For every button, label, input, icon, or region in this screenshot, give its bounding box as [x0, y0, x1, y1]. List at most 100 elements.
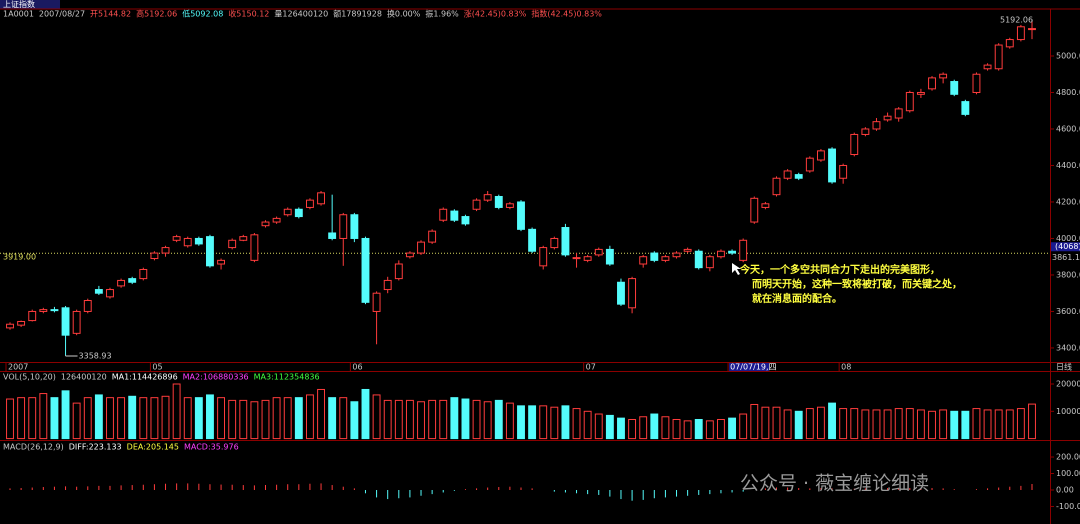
candle-body	[517, 201, 525, 230]
candle-body	[894, 108, 903, 119]
price-box	[1051, 242, 1080, 252]
header-item: 换0.00%	[387, 9, 421, 19]
header-item: 收5150.12	[228, 9, 269, 19]
candle-body	[39, 309, 48, 312]
header-item: MA2:106880336	[183, 373, 249, 382]
candle-body	[617, 281, 625, 305]
candle-body	[472, 199, 481, 210]
candle-body	[928, 77, 936, 90]
candle-body	[72, 310, 81, 334]
candle-body	[194, 237, 203, 245]
candle-body	[6, 323, 14, 329]
header-item: 指数(42.45)0.83%	[531, 9, 602, 19]
candle-body	[750, 197, 759, 223]
volume-bar	[950, 410, 959, 440]
candle-body	[816, 150, 825, 161]
candle-body	[1005, 39, 1014, 48]
volume-bar	[761, 406, 770, 440]
volume-bar	[828, 402, 836, 440]
tick-label: 100000	[1056, 407, 1080, 416]
volume-bar	[139, 397, 148, 440]
volume-bar	[50, 397, 59, 440]
candle-body	[539, 247, 548, 267]
candle-body	[161, 247, 170, 254]
date-label: 05	[152, 363, 162, 372]
candle-body	[439, 208, 448, 221]
candle-body	[961, 101, 970, 115]
candle-body	[83, 300, 92, 312]
volume-bar	[83, 397, 92, 440]
header-item: DIFF:223.133	[69, 443, 122, 452]
volume-bar	[305, 394, 314, 440]
volume-bar	[894, 408, 903, 440]
volume-bar	[605, 414, 614, 440]
candle-body	[839, 164, 848, 179]
volume-bar	[294, 397, 303, 440]
volume-bar	[539, 405, 548, 440]
tick-label: 200.00	[1056, 453, 1080, 462]
candle-body	[550, 237, 559, 249]
header-item: DEA:205.145	[127, 443, 179, 452]
candle-body	[728, 250, 737, 254]
candle-body	[294, 208, 303, 218]
volume-bar	[228, 399, 237, 440]
candle-body	[561, 227, 570, 256]
candle-body	[494, 195, 503, 208]
volume-bar	[639, 416, 648, 440]
candle-body	[1028, 28, 1036, 31]
candle-body	[417, 241, 425, 254]
tick-label: 4600.00	[1056, 124, 1080, 133]
volume-bar	[461, 398, 470, 440]
volume-bar	[61, 390, 70, 440]
candle-body	[61, 307, 70, 336]
candle-body	[916, 91, 925, 95]
candle-body	[772, 177, 781, 196]
candle-body	[650, 252, 659, 261]
volume-bar	[17, 397, 26, 440]
tick-label: 5000.00	[1056, 51, 1080, 60]
volume-bar	[94, 394, 103, 440]
volume-bar	[772, 406, 781, 440]
candle-body	[805, 157, 814, 172]
high-label: 5192.06	[1000, 16, 1033, 25]
candle-body	[450, 210, 459, 221]
candle-body	[761, 203, 770, 208]
candle-body	[528, 228, 537, 252]
candle-body	[361, 237, 370, 303]
header-item: VOL(5,10,20)	[3, 373, 56, 382]
candle-body	[228, 239, 237, 249]
volume-bar	[872, 409, 881, 440]
candle-body	[672, 252, 681, 258]
candle-body	[594, 248, 603, 256]
volume-bar	[972, 408, 981, 440]
title: 上证指数	[3, 0, 35, 9]
volume-bar	[1028, 403, 1036, 440]
volume-bar	[517, 405, 525, 440]
volume-bar	[994, 409, 1003, 440]
title-bg	[0, 0, 60, 9]
candle-body	[717, 250, 725, 258]
volume-bar	[383, 399, 392, 440]
volume-bar	[928, 410, 936, 440]
volume-bar	[883, 409, 892, 440]
candle-body	[383, 279, 392, 291]
candle-body	[17, 320, 26, 326]
volume-bar	[739, 413, 748, 440]
header-item: MA1:114426896	[112, 373, 178, 382]
tick-label: 100.00	[1056, 469, 1080, 478]
header-item: 1A0001	[3, 10, 34, 19]
candle-body	[50, 309, 59, 312]
date-label: 07	[586, 363, 596, 372]
volume-bar	[905, 408, 914, 440]
candle-body	[106, 289, 114, 298]
volume-bar	[728, 417, 737, 440]
volume-bar	[683, 420, 692, 440]
candle-body	[605, 248, 614, 265]
volume-bar	[594, 413, 603, 440]
tick-label: 3400.00	[1056, 343, 1080, 352]
candle-body	[350, 214, 359, 239]
candle-body	[139, 268, 148, 280]
tick-label: 4800.00	[1056, 88, 1080, 97]
